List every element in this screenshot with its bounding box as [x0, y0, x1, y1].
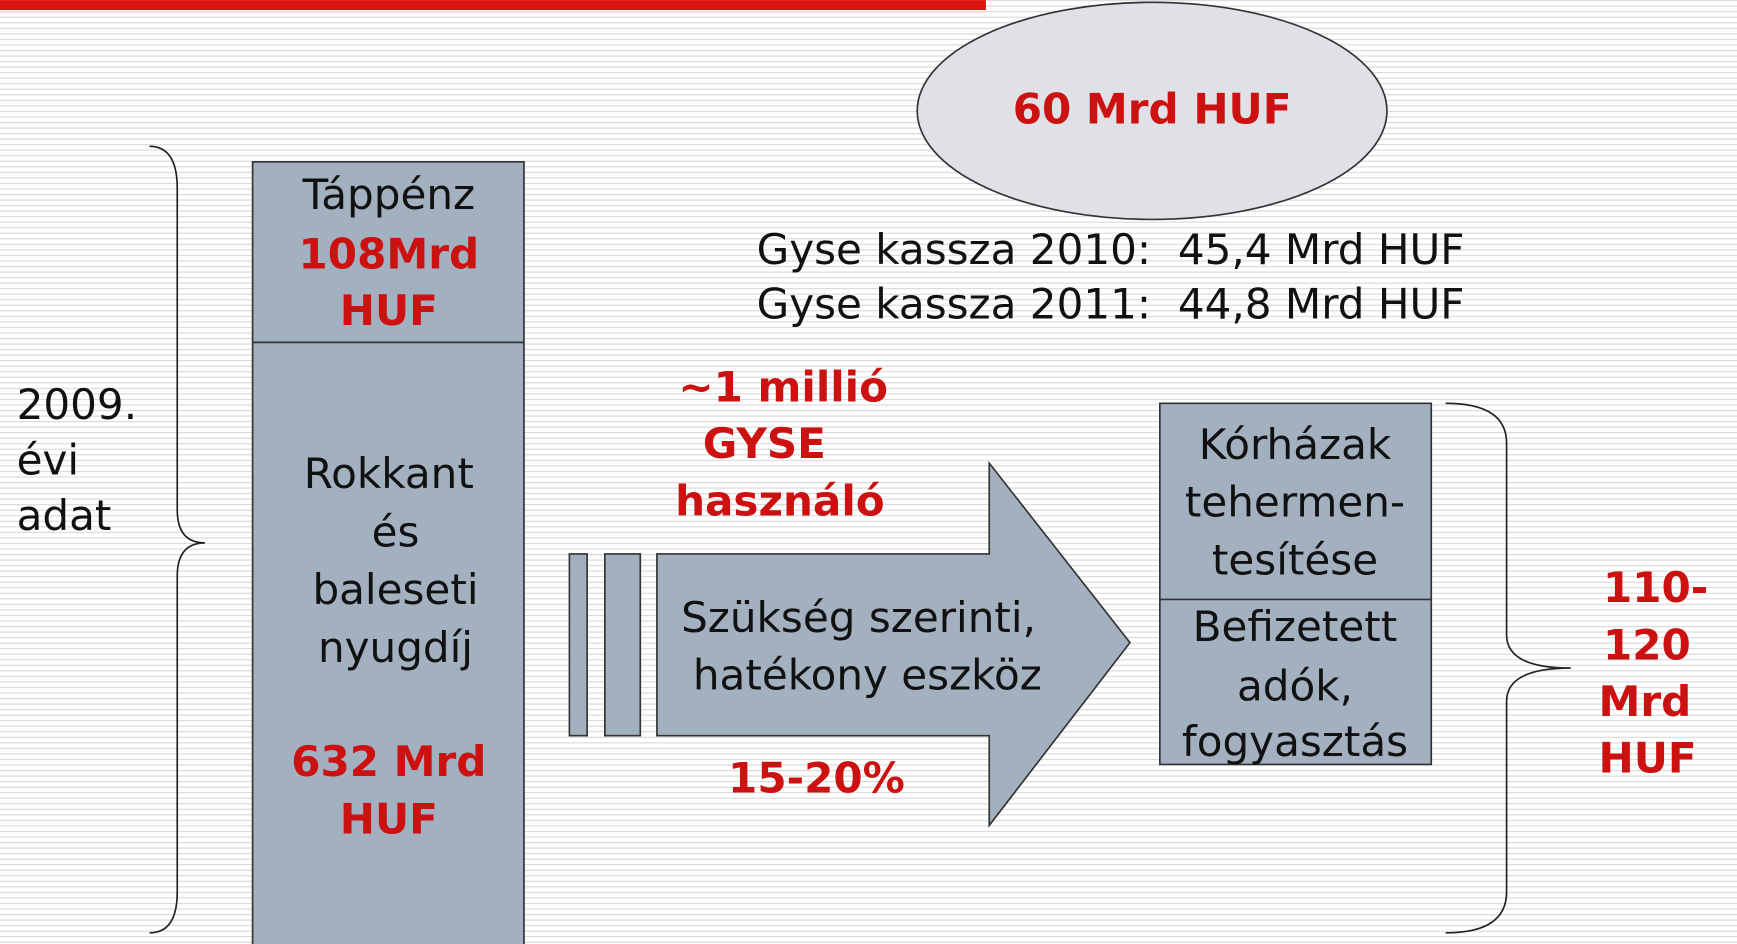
- column-text: Rokkant: [304, 449, 474, 498]
- gyse-line: Gyse kassza 2010: 45,4 Mrd HUF: [757, 225, 1465, 274]
- arrow-text: Szükség szerinti,: [681, 593, 1036, 642]
- column: [251, 160, 525, 944]
- result-box: [1159, 402, 1433, 766]
- users-text: ~1 millió: [678, 363, 888, 412]
- users-text: használó: [675, 477, 885, 526]
- column-amount: HUF: [340, 795, 438, 844]
- gyse-line: Gyse kassza 2011: 44,8 Mrd HUF: [757, 279, 1465, 328]
- arrow-percent: 15-20%: [728, 754, 905, 803]
- ellipse-label: 60 Mrd HUF: [1013, 84, 1292, 133]
- ellipse: [916, 1, 1388, 221]
- column-amount: HUF: [340, 286, 438, 335]
- result-text: fogyasztás: [1182, 717, 1408, 766]
- total-text: 110-: [1603, 563, 1708, 612]
- column-amount: 108Mrd: [299, 230, 480, 279]
- arrow-tail: [604, 553, 642, 737]
- result-text: Befizetett: [1193, 602, 1398, 651]
- column-text: nyugdíj: [318, 623, 473, 672]
- arrow: [656, 460, 1131, 828]
- result-text: Kórházak: [1199, 420, 1392, 469]
- result-text: tehermen-: [1185, 478, 1405, 527]
- result-text: tesítése: [1212, 535, 1378, 584]
- brace-label: évi: [17, 436, 79, 485]
- arrow-text: hatékony eszköz: [693, 651, 1042, 700]
- column-text: baleseti: [312, 565, 478, 614]
- column-text: Táppénz: [302, 170, 476, 219]
- result-text: adók,: [1237, 662, 1353, 711]
- brace-label: adat: [17, 491, 112, 540]
- right-brace: [1445, 402, 1571, 934]
- users-text: GYSE: [703, 419, 826, 468]
- total-text: HUF: [1599, 734, 1697, 783]
- total-text: Mrd: [1599, 677, 1692, 726]
- brace-label: 2009.: [17, 380, 137, 429]
- arrow-tail: [568, 553, 588, 737]
- column-amount: 632 Mrd: [291, 737, 486, 786]
- column-text: és: [372, 508, 420, 557]
- left-brace: [149, 145, 205, 934]
- top-bar: [0, 0, 986, 11]
- total-text: 120: [1603, 621, 1691, 670]
